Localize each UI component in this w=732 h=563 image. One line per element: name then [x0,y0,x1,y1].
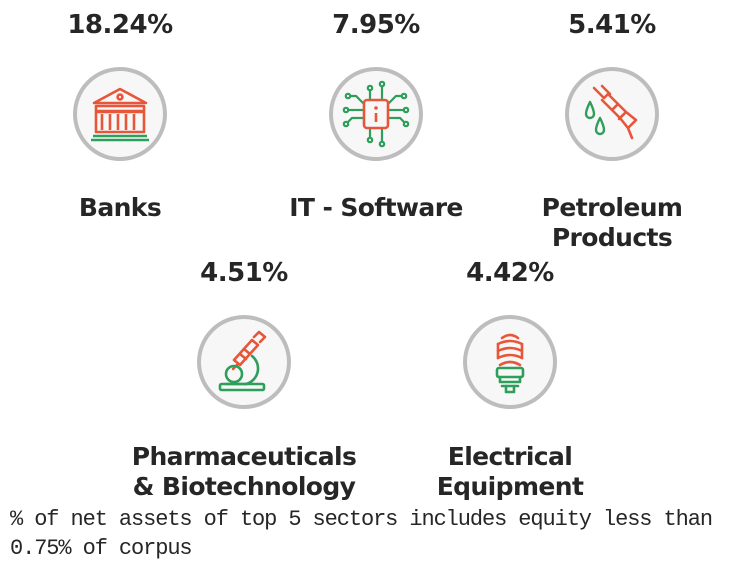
sector-icon-badge [462,314,558,410]
sector-name-line: Petroleum [541,193,683,222]
footnote-line: 0.75% of corpus [10,536,193,561]
sector-percentage: 18.24% [67,10,173,40]
sector-icon-badge [564,66,660,162]
sector-name-line: Banks [78,193,162,222]
sector-percentage: 5.41% [568,10,656,40]
sector-name-line: Equipment [436,472,584,501]
sector-icon-badge [328,66,424,162]
sector-name-line: Electrical [447,442,573,471]
sector-percentage: 4.51% [200,258,288,288]
microscope-icon [197,315,291,409]
sector-percentage: 4.42% [466,258,554,288]
sector-name: Banks [0,193,240,223]
microchip-circuit-icon [329,67,423,161]
sector-percentage: 7.95% [332,10,420,40]
sector-name: Electrical Equipment [390,442,630,502]
sector-name-line: IT - Software [289,193,463,222]
cfl-bulb-icon [463,315,557,409]
sector-icon-badge [196,314,292,410]
sector-name: Petroleum Products [492,193,732,253]
bank-building-icon [73,67,167,161]
sector-name-line: Products [551,223,673,252]
fuel-nozzle-icon [565,67,659,161]
footnote: % of net assets of top 5 sectors include… [10,505,725,563]
sector-name: IT - Software [256,193,496,223]
sector-name-line: Pharmaceuticals [131,442,357,471]
sector-icon-badge [72,66,168,162]
footnote-line: % of net assets of top 5 sectors include… [10,507,713,532]
sector-name-line: & Biotechnology [132,472,356,501]
sector-name: Pharmaceuticals & Biotechnology [124,442,364,502]
